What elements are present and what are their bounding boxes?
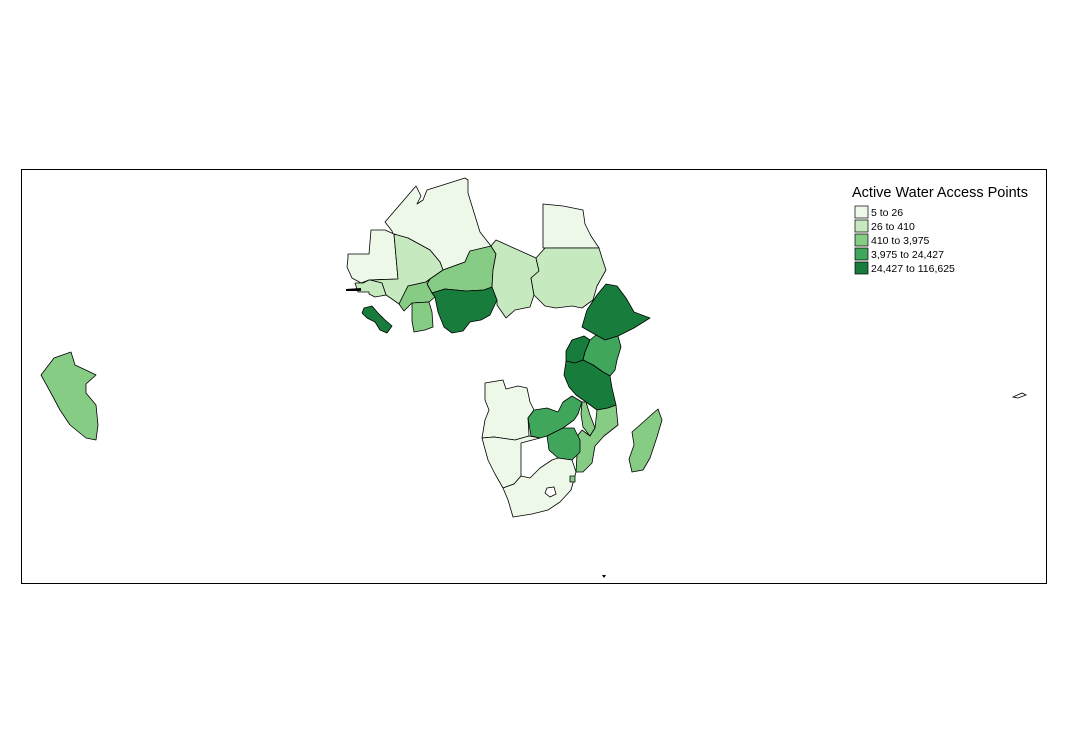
legend-label-0: 5 to 26 [871,207,903,219]
legend: Active Water Access Points 5 to 26 26 to… [852,185,1028,275]
region-angola [481,379,535,441]
legend-swatch-2 [854,233,869,247]
fragment-south-atlantic [602,575,606,578]
region-madagascar [628,408,663,473]
region-peru [40,351,99,441]
legend-swatch-1 [854,219,869,233]
region-zimbabwe [546,427,581,461]
legend-label-3: 3,975 to 24,427 [871,249,944,261]
region-sierra-leone [361,305,393,334]
legend-swatch-3 [854,247,869,261]
region-senegal [354,279,387,298]
region-mauritania [346,229,399,284]
legend-title: Active Water Access Points [852,185,1028,201]
fragment-mauritius [1011,392,1027,399]
region-namibia [481,435,541,489]
region-ghana [411,301,434,333]
legend-label-2: 410 to 3,975 [871,235,930,247]
region-eswatini [569,475,576,483]
region-lesotho-outline [544,486,557,498]
legend-swatch-4 [854,261,869,275]
region-mozambique [573,404,619,473]
region-south-africa [502,457,577,518]
legend-label-1: 26 to 410 [871,221,915,233]
legend-swatch-0 [854,205,869,219]
fragment-cape-verde [346,288,361,291]
legend-label-4: 24,427 to 116,625 [871,263,955,275]
region-nigeria [431,286,498,334]
legend-items: 5 to 26 26 to 410 410 to 3,975 3,975 to … [854,205,955,275]
region-egypt [542,203,600,249]
map-frame [21,169,1047,584]
region-sudan [530,247,607,309]
